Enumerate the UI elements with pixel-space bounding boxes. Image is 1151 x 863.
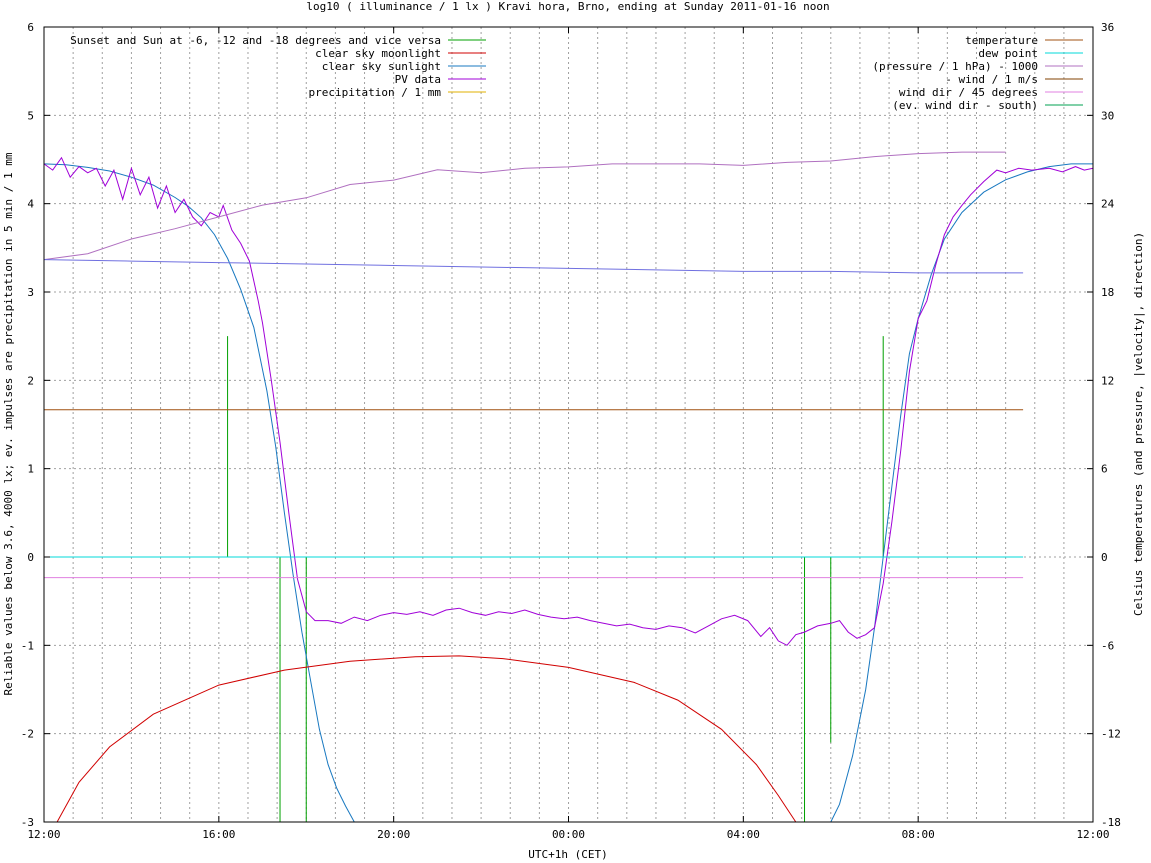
y-tick-label: -3 (21, 816, 34, 829)
legend-label: (ev. wind dir - south) (892, 99, 1038, 112)
legend-label: temperature (965, 34, 1038, 47)
series-layer (43, 151, 1094, 823)
y-tick-label: 3 (27, 286, 34, 299)
grid (43, 27, 1093, 822)
series-pv (43, 156, 1094, 646)
legend-label: Sunset and Sun at -6, -12 and -18 degree… (70, 34, 441, 47)
y-axis-label: Reliable values below 3.6, 4000 lx; ev. … (2, 152, 15, 695)
y-tick-label: -2 (21, 728, 34, 741)
y2-tick-label: 36 (1101, 21, 1114, 34)
y2-tick-label: 30 (1101, 109, 1114, 122)
y-tick-label: -1 (21, 639, 34, 652)
legend-label: clear sky moonlight (315, 47, 441, 60)
x-tick-label: 08:00 (902, 828, 935, 841)
series-moonlight (56, 655, 797, 823)
y-tick-label: 4 (27, 198, 34, 211)
legend-label: PV data (395, 73, 441, 86)
y-tick-label: 2 (27, 374, 34, 387)
x-tick-label: 20:00 (377, 828, 410, 841)
y2-axis-label: Celsius temperatures (and pressure, |vel… (1132, 232, 1145, 616)
legend-label: clear sky sunlight (322, 60, 441, 73)
legend-label: (pressure / 1 hPa) - 1000 (872, 60, 1038, 73)
x-tick-label: 12:00 (27, 828, 60, 841)
y2-tick-label: -12 (1101, 728, 1121, 741)
series-pressure (43, 151, 1006, 261)
x-tick-label: 12:00 (1076, 828, 1109, 841)
series-sunlight (43, 163, 1093, 823)
y2-tick-label: 0 (1101, 551, 1108, 564)
series-temperature (43, 259, 1024, 274)
y-tick-label: 0 (27, 551, 34, 564)
y2-tick-label: -18 (1101, 816, 1121, 829)
x-tick-label: 16:00 (202, 828, 235, 841)
legend-left: Sunset and Sun at -6, -12 and -18 degree… (70, 34, 486, 99)
x-tick-label: 04:00 (727, 828, 760, 841)
y-tick-label: 5 (27, 109, 34, 122)
legend-label: dew point (978, 47, 1038, 60)
y2-tick-label: 24 (1101, 198, 1115, 211)
x-axis-label: UTC+1h (CET) (528, 848, 607, 861)
y2-tick-label: 6 (1101, 463, 1108, 476)
y-tick-label: 1 (27, 463, 34, 476)
axes: 12:00 16:00 20:00 00:00 04:00 08:00 12:00-3 -18… (21, 21, 1121, 841)
legend-label: - wind / 1 m/s (945, 73, 1038, 86)
y2-tick-label: 12 (1101, 374, 1114, 387)
legend-label: precipitation / 1 mm (309, 86, 442, 99)
y-tick-label: 6 (27, 21, 34, 34)
y2-tick-label: 18 (1101, 286, 1114, 299)
chart-title: log10 ( illuminance / 1 lx ) Kravi hora,… (306, 0, 829, 13)
x-tick-label: 00:00 (552, 828, 585, 841)
y2-tick-label: -6 (1101, 639, 1114, 652)
legend-label: wind dir / 45 degrees (899, 86, 1038, 99)
